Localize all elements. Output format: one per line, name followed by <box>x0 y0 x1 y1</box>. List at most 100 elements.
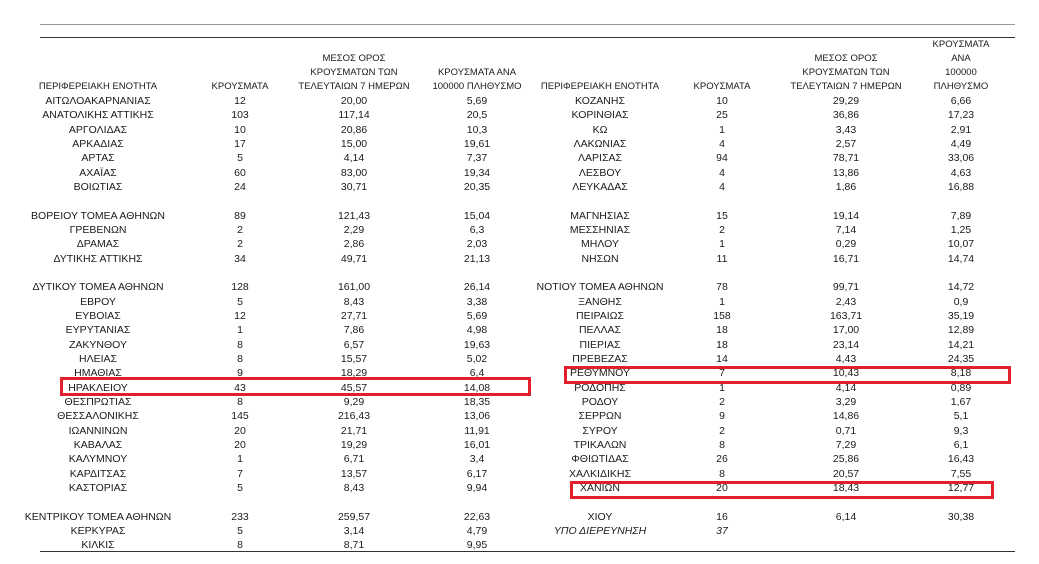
cases: 8 <box>237 338 243 351</box>
weekly-average: 15,57 <box>340 352 368 365</box>
cases-per-100k: 33,06 <box>947 152 975 165</box>
weekly-average: 8,71 <box>343 539 365 552</box>
region-name: ΜΕΣΣΗΝΙΑΣ <box>569 223 631 236</box>
weekly-average: 78,71 <box>832 152 860 165</box>
cases-per-100k: 16,43 <box>947 453 975 466</box>
cases: 1 <box>719 238 725 251</box>
region-name: ΝΟΤΙΟΥ ΤΟΜΕΑ ΑΘΗΝΩΝ <box>536 281 664 294</box>
weekly-average: 259,57 <box>337 510 371 523</box>
cases-per-100k: 5,1 <box>953 410 969 423</box>
rule <box>40 37 1015 38</box>
weekly-average: 45,57 <box>340 381 368 394</box>
cases-per-100k: 6,17 <box>466 467 488 480</box>
cases: 17 <box>234 137 246 150</box>
region-name: ΙΩΑΝΝΙΝΩΝ <box>68 424 128 437</box>
cases: 12 <box>234 309 246 322</box>
column-header: ΠΕΡΙΦΕΡΕΙΑΚΗ ΕΝΟΤΗΤΑ <box>38 81 158 92</box>
weekly-average: 13,57 <box>340 467 368 480</box>
region-name: ΘΕΣΠΡΩΤΙΑΣ <box>64 395 132 408</box>
cases: 2 <box>719 395 725 408</box>
weekly-average: 6,14 <box>835 510 857 523</box>
weekly-average: 25,86 <box>832 453 860 466</box>
region-name: ΚΩ <box>592 123 608 136</box>
region-name: ΧΑΝΙΩΝ <box>580 481 620 494</box>
cases: 10 <box>234 123 246 136</box>
cases: 1 <box>719 381 725 394</box>
cases-per-100k: 19,61 <box>463 137 491 150</box>
cases-per-100k: 10,3 <box>466 123 488 136</box>
rule <box>40 551 1015 552</box>
region-name: ΗΜΑΘΙΑΣ <box>74 367 122 380</box>
weekly-average: 7,14 <box>835 223 857 236</box>
cases: 4 <box>719 166 725 179</box>
weekly-average: 3,43 <box>835 123 857 136</box>
column-header: ΜΕΣΟΣ ΟΡΟΣ ΚΡΟΥΣΜΑΤΩΝ ΤΩΝ ΤΕΛΕΥΤΑΙΩΝ 7 Η… <box>790 53 902 92</box>
weekly-average: 163,71 <box>829 309 863 322</box>
region-name: ΛΑΡΙΣΑΣ <box>578 152 622 165</box>
weekly-average: 20,86 <box>340 123 368 136</box>
cases-per-100k: 7,55 <box>950 467 972 480</box>
weekly-average: 13,86 <box>832 166 860 179</box>
weekly-average: 20,57 <box>832 467 860 480</box>
weekly-average: 8,43 <box>343 295 365 308</box>
weekly-average: 15,00 <box>340 137 368 150</box>
cases-per-100k: 11,91 <box>464 424 490 437</box>
weekly-average: 4,43 <box>835 352 857 365</box>
weekly-average: 0,71 <box>835 424 857 437</box>
cases: 8 <box>719 467 725 480</box>
region-name: ΕΥΡΥΤΑΝΙΑΣ <box>65 324 131 337</box>
region-name: ΗΡΑΚΛΕΙΟΥ <box>68 381 128 394</box>
weekly-average: 19,14 <box>832 209 860 222</box>
cases-per-100k: 9,94 <box>466 481 488 494</box>
column-header: ΚΡΟΥΣΜΑΤΑ <box>211 81 269 92</box>
cases: 9 <box>237 367 243 380</box>
weekly-average: 6,57 <box>343 338 365 351</box>
cases-per-100k: 21,13 <box>463 252 491 265</box>
cases: 2 <box>237 223 243 236</box>
region-name: ΒΟΙΩΤΙΑΣ <box>73 180 123 193</box>
cases-per-100k: 4,98 <box>466 324 488 337</box>
region-name: ΧΙΟΥ <box>587 510 613 523</box>
cases: 5 <box>237 524 243 537</box>
cases-per-100k: 12,77 <box>947 481 975 494</box>
highlight-box <box>570 481 994 499</box>
cases-per-100k: 18,35 <box>463 395 491 408</box>
rule <box>40 24 1015 25</box>
column-header: ΠΕΡΙΦΕΡΕΙΑΚΗ ΕΝΟΤΗΤΑ <box>540 81 660 92</box>
region-name: ΑΡΓΟΛΙΔΑΣ <box>68 123 128 136</box>
region-name: ΤΡΙΚΑΛΩΝ <box>573 438 627 451</box>
cases-per-100k: 3,38 <box>466 295 488 308</box>
cases: 1 <box>719 295 725 308</box>
weekly-average: 16,71 <box>832 252 860 265</box>
weekly-average: 161,00 <box>337 281 371 294</box>
weekly-average: 10,43 <box>832 367 860 380</box>
cases-per-100k: 7,89 <box>950 209 972 222</box>
cases: 18 <box>716 338 728 351</box>
region-name: ΑΡΤΑΣ <box>81 152 115 165</box>
region-name: ΜΑΓΝΗΣΙΑΣ <box>570 209 630 222</box>
cases: 7 <box>237 467 243 480</box>
cases: 5 <box>237 481 243 494</box>
region-name: ΚΑΡΔΙΤΣΑΣ <box>69 467 127 480</box>
column-header: ΚΡΟΥΣΜΑΤΑ ΑΝΑ 100000 ΠΛΗΘΥΣΜΟ <box>932 39 990 92</box>
cases-per-100k: 19,63 <box>463 338 491 351</box>
region-name: ΠΡΕΒΕΖΑΣ <box>572 352 628 365</box>
cases: 20 <box>234 424 246 437</box>
cases: 233 <box>231 510 249 523</box>
column-header: ΚΡΟΥΣΜΑΤΑ <box>693 81 751 92</box>
region-name: ΡΟΔΟΥ <box>581 395 619 408</box>
region-name: ΚΑΣΤΟΡΙΑΣ <box>68 481 128 494</box>
region-name: ΑΙΤΩΛΟΑΚΑΡΝΑΝΙΑΣ <box>45 95 151 107</box>
region-name: ΘΕΣΣΑΛΟΝΙΚΗΣ <box>57 410 139 423</box>
weekly-average: 36,86 <box>832 109 860 122</box>
cases-per-100k: 5,69 <box>466 309 488 322</box>
weekly-average: 6,71 <box>343 453 365 466</box>
weekly-average: 1,86 <box>835 180 857 193</box>
cases: 8 <box>719 438 725 451</box>
column-header: ΚΡΟΥΣΜΑΤΑ ΑΝΑ 100000 ΠΛΗΘΥΣΜΟ <box>432 67 522 92</box>
cases: 9 <box>719 410 725 423</box>
weekly-average: 0,29 <box>835 238 857 251</box>
region-name: ΚΕΡΚΥΡΑΣ <box>70 524 126 537</box>
cases-per-100k: 14,74 <box>947 252 975 265</box>
cases: 158 <box>713 309 731 322</box>
